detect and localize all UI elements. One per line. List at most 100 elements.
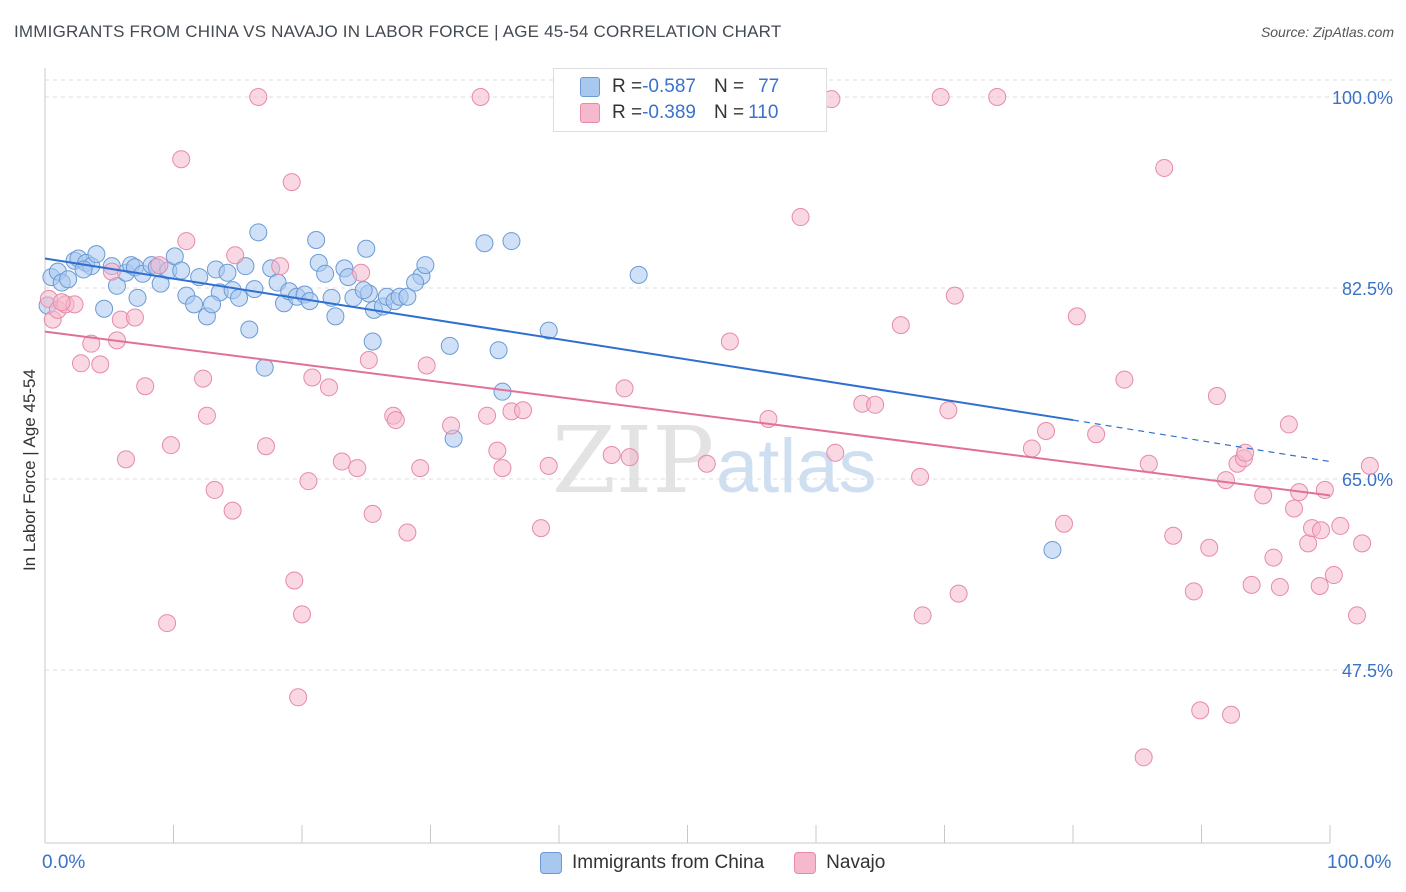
point-navajo [1324,566,1343,585]
legend-label-navajo: Navajo [826,852,886,873]
point-navajo [1207,387,1226,406]
point-navajo [471,88,490,106]
point-navajo [257,437,276,456]
point-china [255,358,274,377]
point-china [1043,540,1062,559]
point-navajo [223,501,242,520]
watermark-atlas: atlas [716,424,877,509]
point-navajo [282,173,301,192]
point-china [230,288,249,307]
point-china [398,287,417,306]
point-navajo [177,232,196,251]
point-china [354,281,373,300]
point-navajo [1037,421,1056,440]
point-navajo [620,448,639,467]
point-navajo [386,411,405,430]
point-navajo [1087,425,1106,444]
point-china [406,273,425,292]
point-china [440,336,459,355]
y-tick-label: 100.0% [1332,88,1393,108]
point-china [245,280,264,299]
point-navajo [71,354,90,373]
point-china [172,261,191,280]
point-navajo [82,334,101,353]
legend-n-label: N = [713,102,745,123]
point-navajo [913,606,932,625]
point-navajo [1264,548,1283,567]
point-navajo [299,472,318,491]
point-navajo [1139,454,1158,473]
point-china [59,270,78,289]
point-china [185,295,204,314]
point-navajo [91,355,110,374]
point-navajo [493,459,512,478]
point-navajo [1155,158,1174,177]
point-navajo [1067,307,1086,326]
point-navajo [1279,415,1298,434]
point-navajo [194,369,213,388]
chart-title: IMMIGRANTS FROM CHINA VS NAVAJO IN LABOR… [14,22,782,41]
legend-n-value: 77 [758,76,780,97]
source-credit: Source: ZipAtlas.com [1260,24,1394,40]
point-navajo [1347,606,1366,625]
point-navajo [1310,576,1329,595]
legend-r-value: -0.389 [642,102,696,123]
point-navajo [197,406,216,425]
point-navajo [136,377,155,396]
point-navajo [1360,456,1379,475]
trendline-china [44,257,1074,422]
legend-item-china[interactable]: Immigrants from China [540,852,764,874]
legend-item-navajo[interactable]: Navajo [794,852,885,874]
legend-n-label: N = [713,76,745,97]
trendline-navajo [44,330,1331,497]
point-navajo [158,614,177,633]
legend-swatch-navajo [794,852,817,874]
point-navajo [1353,534,1372,553]
point-china [629,265,648,284]
point-navajo [285,571,304,590]
legend-swatch-china [580,77,600,97]
point-navajo [1191,701,1210,720]
point-china [203,295,222,314]
point-navajo [398,523,417,542]
point-china [416,256,435,275]
point-navajo [988,88,1007,106]
x-tick-label-max: 100.0% [1327,852,1392,873]
legend-r-label: R = [612,76,643,97]
point-navajo [791,208,810,227]
point-navajo [1055,514,1074,533]
point-navajo [352,263,371,282]
point-china [502,232,521,251]
legend-row-navajo: R = -0.389 N = 110 [580,101,778,125]
point-navajo [1254,486,1273,505]
point-navajo [363,504,382,523]
point-navajo [1315,480,1334,499]
legend-r-value: -0.587 [642,76,696,97]
point-navajo [911,467,930,486]
point-china [240,320,259,339]
point-navajo [226,246,245,265]
point-navajo [532,519,551,538]
point-navajo [1285,499,1304,518]
point-navajo [205,480,224,499]
point-navajo [289,688,308,707]
point-china [363,332,382,351]
point-navajo [1184,582,1203,601]
point-navajo [102,262,121,281]
point-navajo [150,256,169,275]
point-navajo [411,459,430,478]
point-china [307,230,326,249]
point-navajo [332,452,351,471]
point-navajo [1331,516,1350,535]
point-navajo [615,379,634,398]
point-navajo [125,308,144,327]
point-navajo [826,443,845,462]
point-navajo [172,150,191,169]
point-china [218,263,237,282]
point-navajo [720,332,739,351]
point-navajo [1115,370,1134,389]
y-tick-label: 47.5% [1342,661,1393,681]
point-china [95,299,114,318]
point-navajo [303,368,322,387]
